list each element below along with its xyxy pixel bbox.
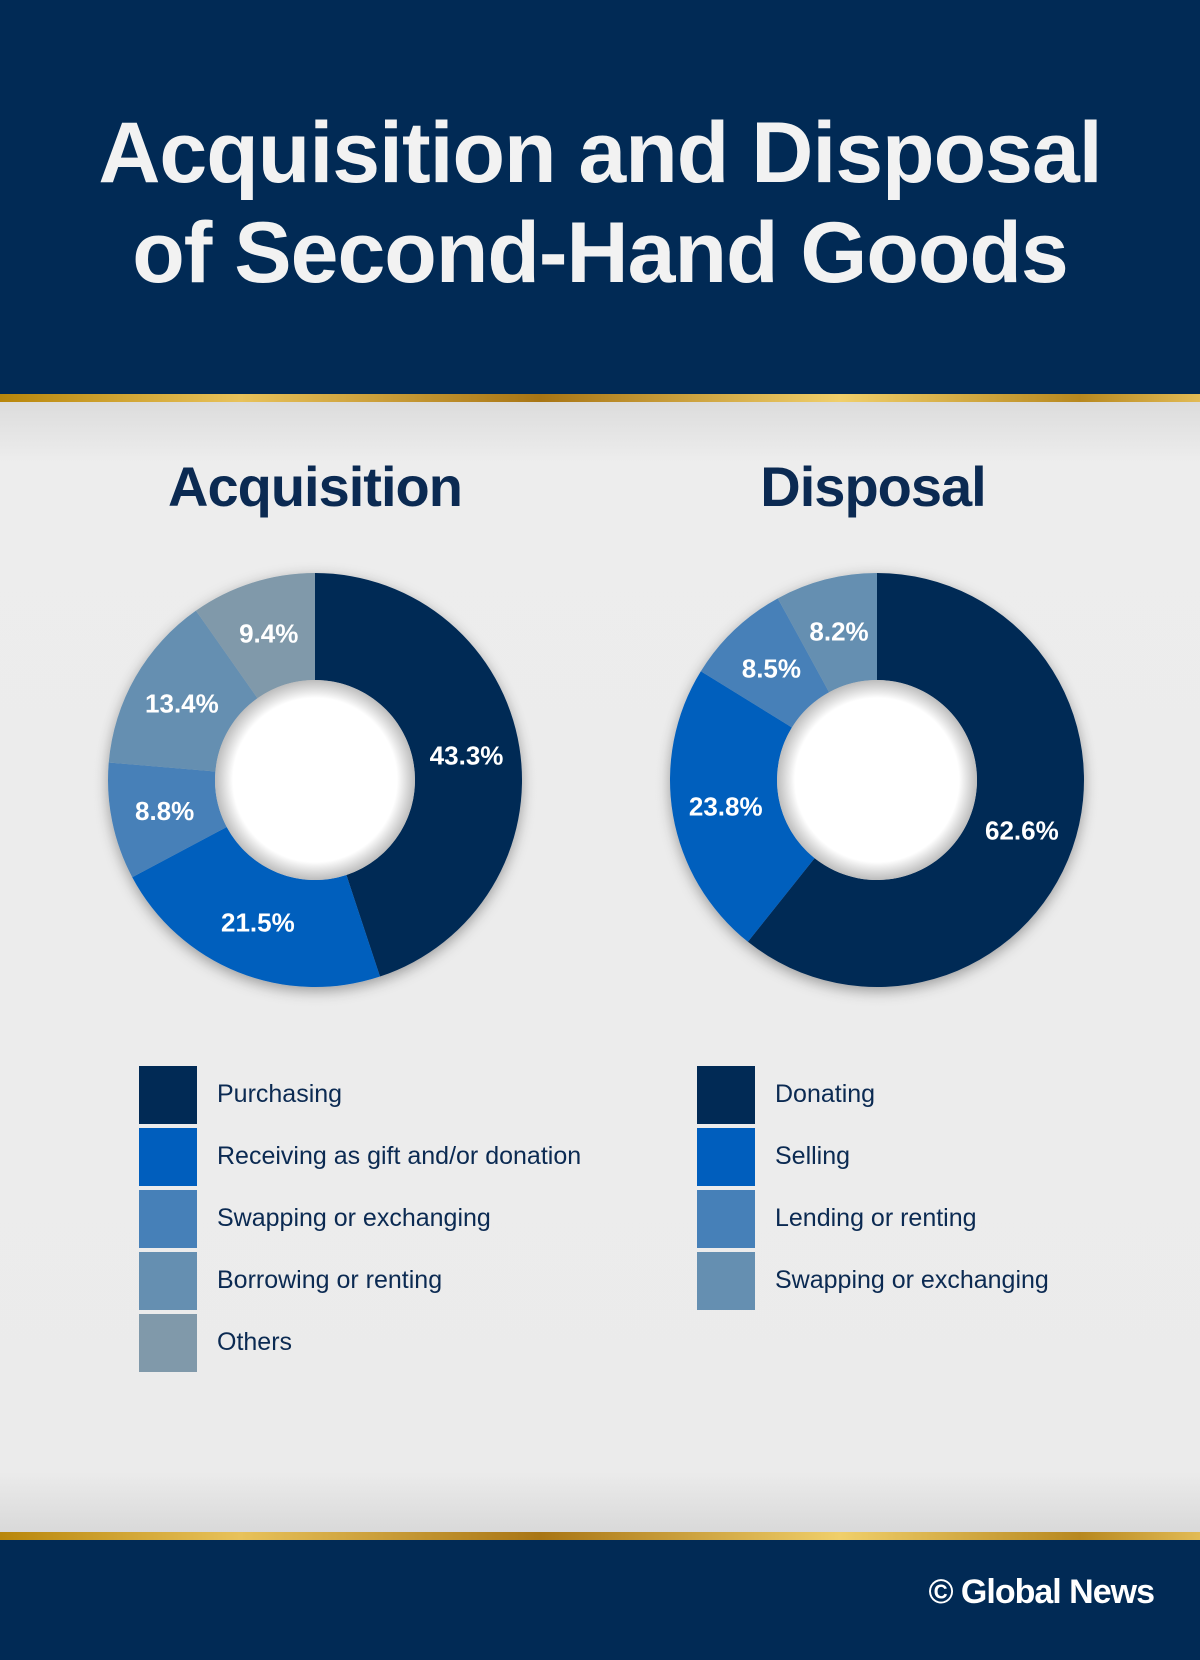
disposal-donut-hole <box>777 680 977 880</box>
acquisition-slice-label-receiving-as-gift-and-or-donation: 21.5% <box>221 907 295 937</box>
disposal-legend-swatch <box>697 1252 755 1310</box>
footer-banner <box>0 1540 1200 1660</box>
disposal-legend-swatch <box>697 1066 755 1124</box>
acquisition-slice-others <box>195 573 315 699</box>
disposal-slice-selling <box>669 671 815 942</box>
acquisition-legend-swatch <box>139 1128 197 1186</box>
acquisition-legend-swatch <box>139 1066 197 1124</box>
disposal-legend-swatch <box>697 1190 755 1248</box>
acquisition-slice-label-swapping-or-exchanging: 8.8% <box>135 796 194 826</box>
disposal-slice-swapping-or-exchanging <box>777 573 877 693</box>
acquisition-legend-swatch <box>139 1190 197 1248</box>
acquisition-legend-label: Others <box>217 1328 293 1356</box>
disposal-slice-label-swapping-or-exchanging: 8.2% <box>809 616 868 646</box>
acquisition-legend-swatch <box>139 1314 197 1372</box>
acquisition-slice-label-others: 9.4% <box>239 619 298 649</box>
page-title-line1: Acquisition and Disposal <box>98 105 1102 201</box>
disposal-legend-label: Swapping or exchanging <box>775 1266 1049 1294</box>
gold-divider-bottom <box>0 1532 1200 1540</box>
acquisition-legend-label: Purchasing <box>217 1080 343 1108</box>
acquisition-legend-label: Borrowing or renting <box>217 1266 443 1294</box>
disposal-legend-label: Donating <box>775 1080 876 1108</box>
acquisition-legend-label: Swapping or exchanging <box>217 1204 491 1232</box>
disposal-slice-donating <box>747 573 1084 987</box>
acquisition-legend-swatch <box>139 1252 197 1310</box>
disposal-slice-lending-or-renting <box>700 598 830 728</box>
disposal-donut-chart: 62.6% 23.8% 8.5% 8.2% <box>669 573 1084 987</box>
acquisition-slice-swapping-or-exchanging <box>107 762 227 878</box>
acquisition-slice-label-borrowing-or-renting: 13.4% <box>145 689 219 719</box>
disposal-legend-swatch <box>697 1128 755 1186</box>
gold-divider-top <box>0 394 1200 402</box>
disposal-slice-label-donating: 62.6% <box>985 816 1059 846</box>
acquisition-slice-label-purchasing: 43.3% <box>430 741 504 771</box>
content-background <box>0 402 1200 1532</box>
acquisition-slice-borrowing-or-renting <box>108 610 258 772</box>
page-title-line2: of Second-Hand Goods <box>132 205 1069 301</box>
header-banner <box>0 0 1200 394</box>
acquisition-title: Acquisition <box>168 455 463 518</box>
acquisition-legend-label: Receiving as gift and/or donation <box>217 1142 582 1170</box>
acquisition-donut-chart: 43.3% 21.5% 8.8% 13.4% 9.4% <box>107 573 522 987</box>
disposal-legend-label: Selling <box>775 1142 851 1170</box>
disposal-legend-label: Lending or renting <box>775 1204 977 1232</box>
acquisition-slice-receiving-as-gift-and-or-donation <box>132 826 380 987</box>
acquisition-slice-purchasing <box>315 573 522 977</box>
acquisition-donut-hole <box>215 680 415 880</box>
disposal-title: Disposal <box>760 455 986 518</box>
source-credit: © Global News <box>928 1573 1155 1611</box>
disposal-slice-label-selling: 23.8% <box>689 791 763 821</box>
disposal-slice-label-lending-or-renting: 8.5% <box>742 654 801 684</box>
